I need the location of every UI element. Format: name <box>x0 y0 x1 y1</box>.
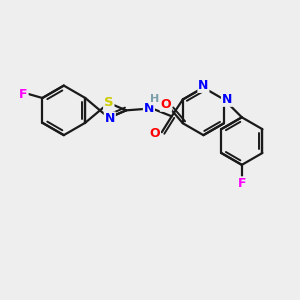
Text: S: S <box>104 96 114 110</box>
Text: O: O <box>149 127 160 140</box>
Text: N: N <box>198 79 208 92</box>
Text: O: O <box>161 98 171 111</box>
Text: N: N <box>222 93 232 106</box>
Text: N: N <box>144 102 154 115</box>
Text: N: N <box>105 112 115 125</box>
Text: F: F <box>238 177 246 190</box>
Text: H: H <box>150 94 160 104</box>
Text: F: F <box>19 88 28 100</box>
